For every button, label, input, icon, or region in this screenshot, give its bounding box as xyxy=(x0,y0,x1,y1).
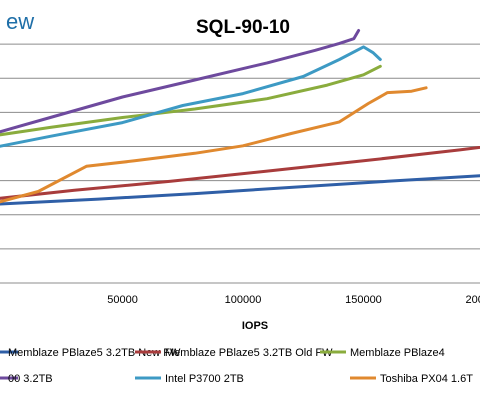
series-line-5 xyxy=(0,45,382,148)
x-tick-label: 50000 xyxy=(107,294,138,306)
series-line-3 xyxy=(0,64,382,137)
legend-label-5: Intel P3700 2TB xyxy=(165,373,244,385)
x-tick-label: 200000 xyxy=(466,294,480,306)
series-lines xyxy=(0,29,480,206)
series-line-2 xyxy=(0,145,480,200)
gridlines xyxy=(0,43,480,250)
legend-label-1: Memblaze PBlaze5 3.2TB New FW xyxy=(8,347,181,359)
x-tick-labels: 50000 100000 150000 200000 xyxy=(107,294,480,306)
series-line-6 xyxy=(0,86,428,204)
logo-text: ew xyxy=(6,9,34,34)
legend-label-2: Memblaze PBlaze5 3.2TB Old FW xyxy=(165,347,333,359)
chart-title: SQL-90-10 xyxy=(196,17,290,38)
legend-label-4: 00 3.2TB xyxy=(8,373,53,385)
legend-label-3: Memblaze PBlaze4 xyxy=(350,347,445,359)
legend-label-6: Toshiba PX04 1.6T xyxy=(380,373,473,385)
series-line-1 xyxy=(0,174,480,206)
series-line-4 xyxy=(0,29,361,134)
x-tick-label: 150000 xyxy=(345,294,382,306)
x-axis-title: IOPS xyxy=(242,320,268,332)
x-tick-label: 100000 xyxy=(225,294,262,306)
